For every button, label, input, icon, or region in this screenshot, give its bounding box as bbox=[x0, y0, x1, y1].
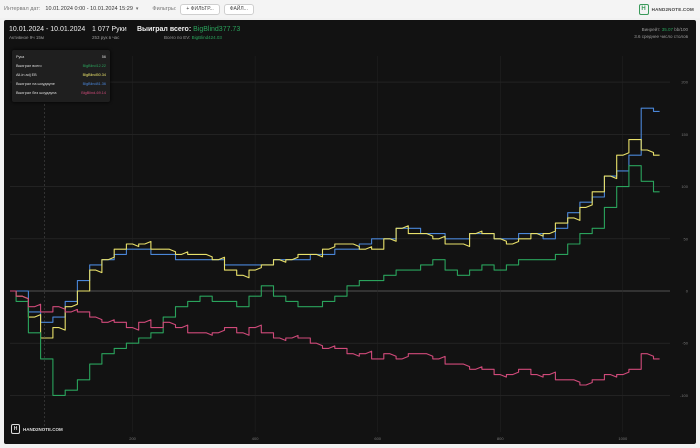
logo-text: HAND2NOTE.COM bbox=[651, 7, 694, 12]
logo-icon: H bbox=[11, 424, 20, 434]
date-range-select[interactable]: 10.01.2024 0:00 - 10.01.2024 15:29 bbox=[45, 6, 133, 12]
watermark-logo: H HAND2NOTE.COM bbox=[11, 424, 63, 434]
tooltip-key: Выиграл на шоудауне bbox=[16, 82, 55, 86]
x-tick-label: 400 bbox=[252, 436, 259, 441]
winrate: Винрейт: 35.07 bb/100 bbox=[642, 27, 688, 32]
total-won: Выиграл всего: BigBlind377.73 bbox=[137, 26, 240, 33]
hover-tooltip: Рука 56 Выиграл всего BigBlind12.22 All-… bbox=[12, 50, 110, 102]
brand-logo: H HAND2NOTE.COM bbox=[638, 4, 694, 15]
winrate-value: 35.07 bbox=[661, 27, 673, 32]
x-tick-label: 200 bbox=[129, 436, 136, 441]
session-active: Активное 9ч 15м bbox=[9, 35, 44, 40]
total-ev: Всего по EV: BigBlind424.03 bbox=[164, 35, 222, 40]
total-won-value: BigBlind377.73 bbox=[193, 26, 241, 33]
filters-label: Фильтры: bbox=[152, 6, 177, 12]
tooltip-row-won: Выиграл всего BigBlind12.22 bbox=[16, 64, 106, 70]
winnings-chart[interactable]: 200 150 100 50 0 -50 -100 200 400 600 800 1000 bbox=[4, 20, 696, 444]
watermark-text: HAND2NOTE.COM bbox=[23, 426, 63, 432]
interval-label: Интервал дат: bbox=[4, 6, 41, 12]
y-tick-label: -50 bbox=[682, 341, 689, 346]
session-date: 10.01.2024 - 10.01.2024 bbox=[9, 26, 86, 33]
x-tick-label: 1000 bbox=[618, 436, 628, 441]
tooltip-row-nonshowdown: Выиграл без шоудауна BigBlind-69.14 bbox=[16, 91, 106, 97]
series-line bbox=[10, 107, 660, 323]
tooltip-key: Рука bbox=[16, 55, 25, 59]
file-button[interactable]: ФАЙЛ... bbox=[223, 3, 254, 15]
tooltip-value: BigBlind12.22 bbox=[82, 64, 106, 68]
y-tick-label: 150 bbox=[681, 132, 688, 137]
tooltip-value: BigBlind-69.14 bbox=[81, 91, 106, 95]
y-tick-label: 50 bbox=[684, 236, 689, 241]
tooltip-row-hand: Рука 56 bbox=[16, 55, 106, 61]
winrate-unit: bb/100 bbox=[674, 27, 688, 32]
tooltip-key: All-in adj EB bbox=[16, 73, 37, 77]
series-line bbox=[10, 290, 660, 386]
y-tick-label: 0 bbox=[686, 289, 689, 294]
total-won-label: Выиграл всего: bbox=[137, 26, 192, 33]
avg-tables: 3.6 среднее число столов bbox=[634, 34, 688, 39]
tooltip-row-showdown: Выиграл на шоудауне BigBlind81.36 bbox=[16, 82, 106, 88]
hands-count: 1 077 Руки bbox=[92, 26, 127, 33]
logo-icon: H bbox=[638, 4, 649, 15]
tooltip-value: 56 bbox=[101, 55, 106, 59]
series-line bbox=[10, 139, 660, 339]
hands-rate: 253 рук в час bbox=[92, 35, 120, 40]
chevron-down-icon[interactable]: ▾ bbox=[135, 6, 139, 12]
tooltip-key: Выиграл без шоудауна bbox=[16, 91, 57, 95]
tooltip-row-allin: All-in adj EB BigBlind50.34 bbox=[16, 73, 106, 79]
total-ev-label: Всего по EV: bbox=[164, 35, 191, 40]
x-tick-label: 600 bbox=[374, 436, 381, 441]
x-tick-label: 800 bbox=[497, 436, 504, 441]
tooltip-value: BigBlind81.36 bbox=[82, 82, 106, 86]
tooltip-value: BigBlind50.34 bbox=[82, 73, 106, 77]
y-tick-label: 200 bbox=[681, 80, 688, 85]
y-tick-label: -100 bbox=[680, 393, 689, 398]
graph-panel: 200 150 100 50 0 -50 -100 200 400 600 800 1000 10.0… bbox=[4, 20, 696, 444]
toolbar: Интервал дат: 10.01.2024 0:00 - 10.01.20… bbox=[0, 0, 700, 18]
tooltip-key: Выиграл всего bbox=[16, 64, 42, 68]
add-filter-button[interactable]: + ФИЛЬТР... bbox=[180, 3, 220, 15]
winrate-label: Винрейт: bbox=[641, 27, 661, 32]
y-tick-label: 100 bbox=[681, 184, 688, 189]
series-line bbox=[10, 165, 660, 396]
total-ev-value: BigBlind424.03 bbox=[191, 35, 222, 40]
